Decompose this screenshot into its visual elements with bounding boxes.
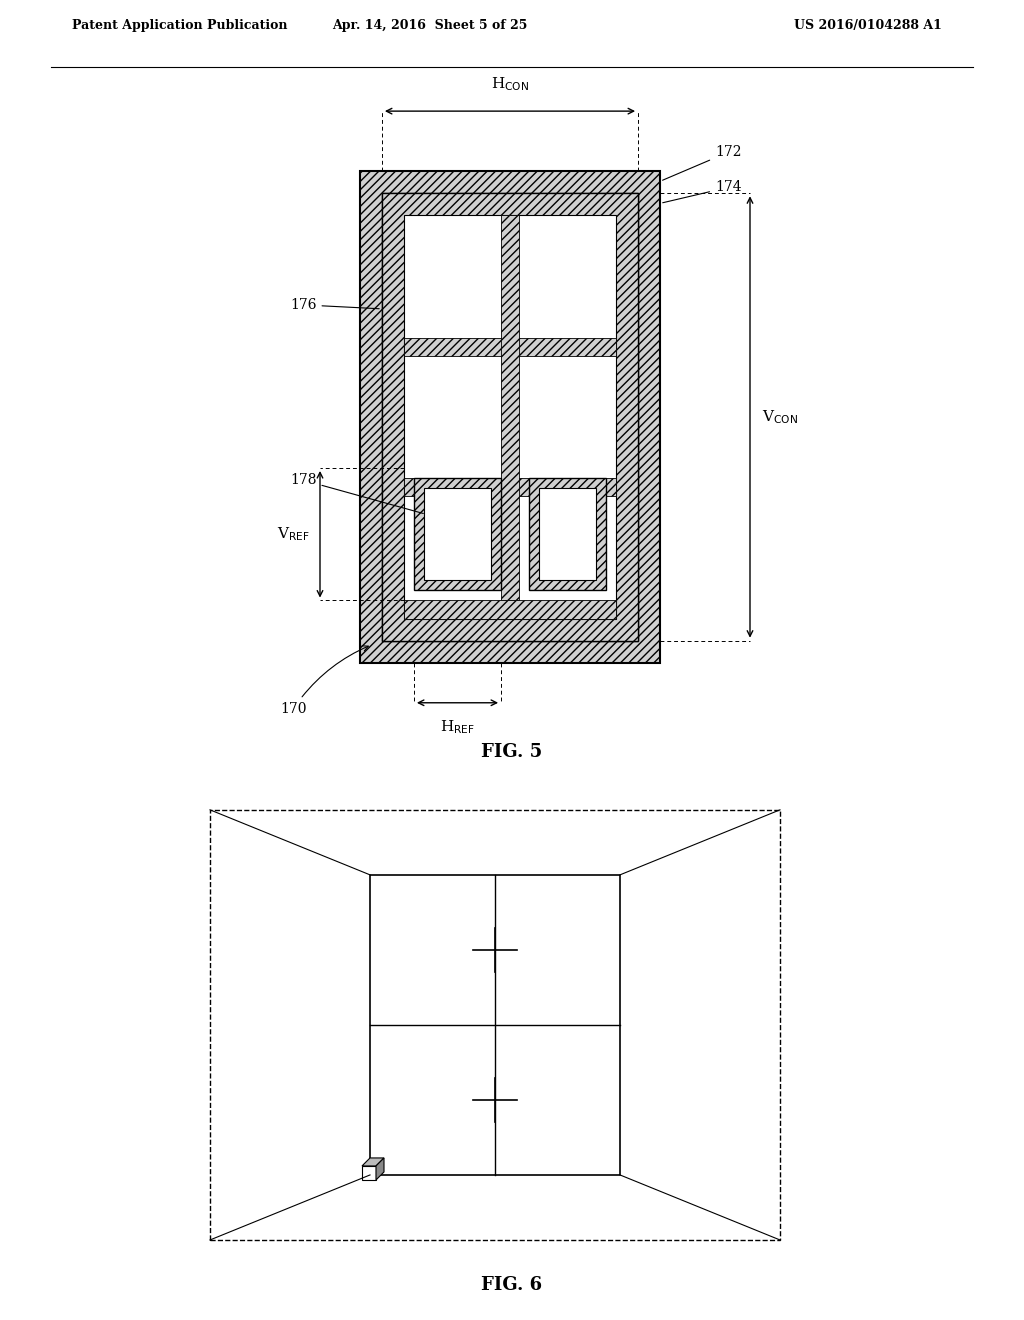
Polygon shape: [362, 1158, 384, 1166]
Text: 178: 178: [290, 473, 423, 513]
Polygon shape: [376, 1158, 384, 1180]
Bar: [210, 810, 780, 1239]
Bar: [404, 478, 616, 496]
Bar: [404, 215, 616, 619]
Text: H$_{\mathsf{REF}}$: H$_{\mathsf{REF}}$: [440, 718, 475, 735]
Bar: [360, 172, 660, 663]
Text: Patent Application Publication: Patent Application Publication: [72, 18, 287, 32]
Bar: [404, 601, 616, 619]
Bar: [370, 875, 620, 1175]
Text: Apr. 14, 2016  Sheet 5 of 25: Apr. 14, 2016 Sheet 5 of 25: [333, 18, 527, 32]
Bar: [362, 1166, 376, 1180]
Bar: [382, 193, 638, 640]
Bar: [404, 338, 616, 356]
Bar: [539, 488, 596, 581]
Bar: [501, 215, 519, 601]
Text: FIG. 5: FIG. 5: [481, 743, 543, 760]
Text: 176: 176: [290, 298, 379, 312]
Bar: [529, 478, 606, 590]
Text: 172: 172: [663, 145, 741, 181]
Bar: [414, 478, 501, 590]
Text: H$_{\mathsf{CON}}$: H$_{\mathsf{CON}}$: [490, 75, 529, 94]
Text: 174: 174: [663, 181, 741, 203]
Bar: [424, 488, 490, 581]
Bar: [382, 193, 638, 640]
Text: FIG. 6: FIG. 6: [481, 1276, 543, 1294]
Text: 170: 170: [280, 645, 369, 715]
Text: V$_{\mathsf{REF}}$: V$_{\mathsf{REF}}$: [278, 525, 310, 543]
Text: US 2016/0104288 A1: US 2016/0104288 A1: [795, 18, 942, 32]
Text: V$_{\mathsf{CON}}$: V$_{\mathsf{CON}}$: [762, 408, 798, 426]
